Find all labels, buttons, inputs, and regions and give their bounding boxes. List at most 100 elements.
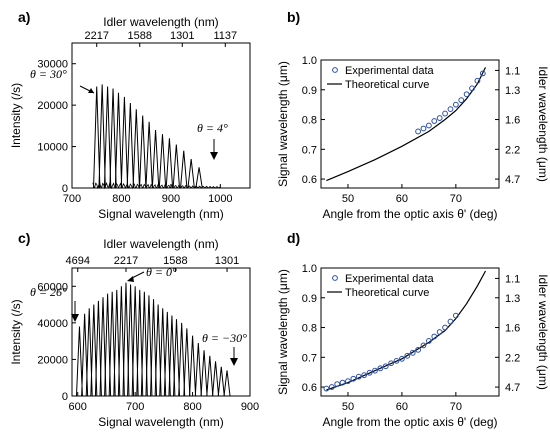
- spectrum-peak: [168, 315, 176, 397]
- y-tick-label: 0.8: [302, 115, 317, 127]
- x-tick-label: 800: [112, 193, 130, 205]
- legend-label-experimental: Experimental data: [345, 273, 435, 285]
- spectrum-peak: [122, 282, 130, 397]
- experimental-point: [469, 85, 475, 92]
- y-tick-label: 60000: [37, 281, 68, 293]
- experimental-point: [409, 349, 416, 356]
- y-tick-label: 0.7: [302, 144, 317, 156]
- experimental-point: [431, 118, 438, 124]
- experimental-point: [447, 318, 454, 325]
- x-tick-label: 60: [396, 193, 408, 205]
- x-axis-title: Signal wavelength (nm): [98, 207, 223, 221]
- annotation-theta-4: θ = 4°: [197, 121, 228, 135]
- y-tick-label: 10000: [37, 142, 68, 154]
- right-tick-label: 1.6: [505, 323, 520, 335]
- spectrum-peak: [172, 144, 181, 189]
- x-tick-label: 50: [342, 401, 354, 413]
- spectrum-peak: [127, 284, 135, 397]
- spectrum-peak: [85, 308, 93, 397]
- spectrum-peak: [93, 86, 101, 189]
- x-axis-title: Angle from the optic axis θ' (deg): [322, 415, 497, 429]
- experimental-point: [474, 77, 481, 84]
- spectrum-peak: [94, 300, 102, 397]
- y-tick-label: 20000: [37, 354, 68, 366]
- plot-frame: [320, 59, 500, 189]
- right-tick-label: 1.1: [505, 273, 520, 285]
- spectrum-peak: [165, 138, 174, 189]
- x-axis-title: Signal wavelength (nm): [98, 415, 223, 429]
- spectrum-peak: [151, 129, 160, 189]
- spectrum-background: [92, 181, 221, 190]
- theoretical-curve: [326, 67, 487, 182]
- plot-frame: [320, 267, 500, 397]
- annotation-theta-26: θ = 26°: [30, 285, 67, 299]
- legend-label-theoretical: Theoretical curve: [345, 287, 429, 299]
- experimental-point: [420, 342, 427, 349]
- right-axis-title: Idler wavelength (μm): [536, 274, 550, 390]
- experimental-point: [372, 367, 378, 374]
- right-tick-label: 4.7: [505, 382, 520, 394]
- experimental-point: [366, 369, 373, 376]
- experimental-point: [420, 125, 427, 132]
- top-tick-label: 1301: [170, 30, 194, 42]
- experimental-point: [334, 381, 341, 387]
- top-tick-label: 1588: [163, 255, 187, 267]
- panel-label: d): [287, 230, 300, 246]
- y-axis-title: Intensity (/s): [9, 299, 23, 364]
- experimental-point: [388, 360, 395, 367]
- experimental-point: [436, 329, 443, 335]
- y-tick-label: 0: [62, 391, 68, 403]
- x-tick-label: 60: [396, 401, 408, 413]
- experimental-point: [452, 101, 459, 108]
- legend-marker-experimental: [332, 67, 338, 73]
- experimental-point: [425, 122, 432, 129]
- spectrum-peak: [158, 134, 167, 189]
- spectrum-peak: [217, 366, 225, 397]
- spectrum-peak: [117, 286, 125, 397]
- x-tick-label: 50: [342, 193, 354, 205]
- y-tick-label: 0.8: [302, 323, 317, 335]
- experimental-point: [328, 384, 335, 390]
- top-tick-label: 1588: [127, 30, 151, 42]
- annotation-arrowhead: [210, 152, 218, 160]
- top-tick-label: 1301: [215, 255, 239, 267]
- spectrum-peak: [195, 167, 203, 189]
- experimental-point: [377, 365, 384, 372]
- spectrum-peak: [200, 350, 208, 397]
- spectrum-peak: [126, 103, 135, 189]
- spectrum-peak: [145, 295, 153, 397]
- y-axis-title: Intensity (/s): [9, 83, 23, 148]
- top-tick-label: 1137: [213, 30, 237, 42]
- top-axis-title: Idler wavelength (nm): [103, 15, 218, 29]
- annotation-arrowhead: [88, 88, 94, 93]
- experimental-point: [355, 373, 362, 380]
- experimental-point: [447, 106, 454, 113]
- spectrum-peak: [108, 291, 116, 397]
- right-tick-label: 4.7: [505, 174, 520, 186]
- experimental-point: [436, 115, 443, 121]
- experimental-point: [339, 379, 346, 386]
- spectrum-peak: [140, 291, 148, 397]
- experimental-point: [425, 338, 432, 344]
- spectrum-peak: [173, 319, 181, 397]
- spectrum-peak: [90, 304, 98, 397]
- x-tick-label: 900: [162, 193, 180, 205]
- spectrum-peak: [150, 299, 158, 397]
- spectrum-peak: [131, 286, 139, 397]
- spectrum-peak: [98, 84, 106, 189]
- spectrum-peak: [114, 92, 123, 189]
- y-tick-label: 40000: [37, 318, 68, 330]
- spectrum-peak: [212, 361, 220, 397]
- legend-label-theoretical: Theoretical curve: [345, 79, 429, 91]
- experimental-point: [399, 355, 405, 362]
- x-tick-label: 900: [241, 401, 259, 413]
- plot-frame: [71, 42, 251, 189]
- y-tick-label: 0.6: [302, 382, 317, 394]
- spectrum-peak: [206, 355, 214, 397]
- experimental-point: [361, 372, 368, 379]
- annotation-arrowhead: [71, 314, 79, 322]
- experimental-point: [382, 363, 389, 370]
- experimental-point: [415, 346, 421, 353]
- annotation-theta-0: θ = 0°: [146, 265, 177, 279]
- spectrum-peak: [139, 115, 147, 189]
